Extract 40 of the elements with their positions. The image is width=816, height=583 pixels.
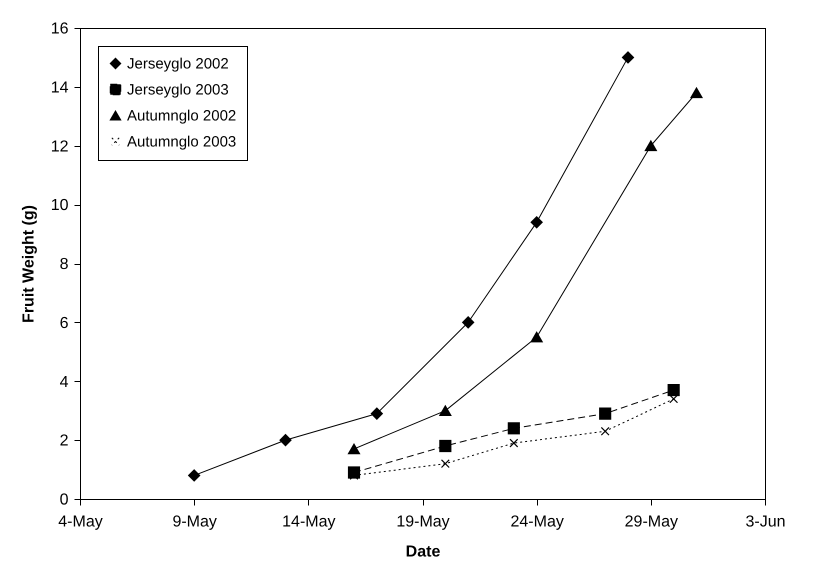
y-tick-label: 4 <box>60 374 69 391</box>
legend-label: Autumnglo 2003 <box>127 134 236 150</box>
x-tick-label: 3-Jun <box>745 514 786 530</box>
point <box>439 440 452 452</box>
y-tick-label: 10 <box>50 197 69 214</box>
point <box>188 469 200 482</box>
point <box>508 422 520 434</box>
point <box>440 459 450 468</box>
y-tick-label: 6 <box>60 314 69 332</box>
point <box>530 332 543 342</box>
point <box>509 438 518 448</box>
point <box>279 434 292 446</box>
y-tick-label: 12 <box>50 138 69 156</box>
x-tick-label: 4-May <box>58 514 103 530</box>
point <box>530 216 543 228</box>
point <box>599 408 612 420</box>
point <box>600 426 610 436</box>
y-tick-label: 0 <box>60 492 69 508</box>
legend-label: Autumnglo 2002 <box>127 108 236 124</box>
x-tick-label: 19-May <box>396 514 450 530</box>
x-tick-label: 9-May <box>172 514 217 530</box>
legend-label: Jerseyglo 2003 <box>127 82 229 98</box>
x-axis-title: Date <box>406 544 440 560</box>
point <box>348 444 360 454</box>
y-tick-label: 2 <box>60 432 69 450</box>
y-axis-title: Fruit Weight (g) <box>20 205 38 323</box>
point <box>462 316 474 328</box>
point <box>370 408 383 420</box>
point <box>439 405 452 416</box>
point <box>622 51 634 64</box>
y-tick-label: 14 <box>50 79 69 96</box>
legend-label: Jerseyglo 2002 <box>127 56 229 72</box>
point <box>690 87 703 98</box>
y-tick-label: 8 <box>60 256 69 273</box>
y-tick-label: 16 <box>50 20 69 38</box>
x-tick-label: 29-May <box>624 514 678 530</box>
x-tick-label: 24-May <box>510 514 564 530</box>
x-tick-label: 14-May <box>282 514 336 530</box>
point <box>644 140 657 152</box>
point <box>668 384 680 396</box>
